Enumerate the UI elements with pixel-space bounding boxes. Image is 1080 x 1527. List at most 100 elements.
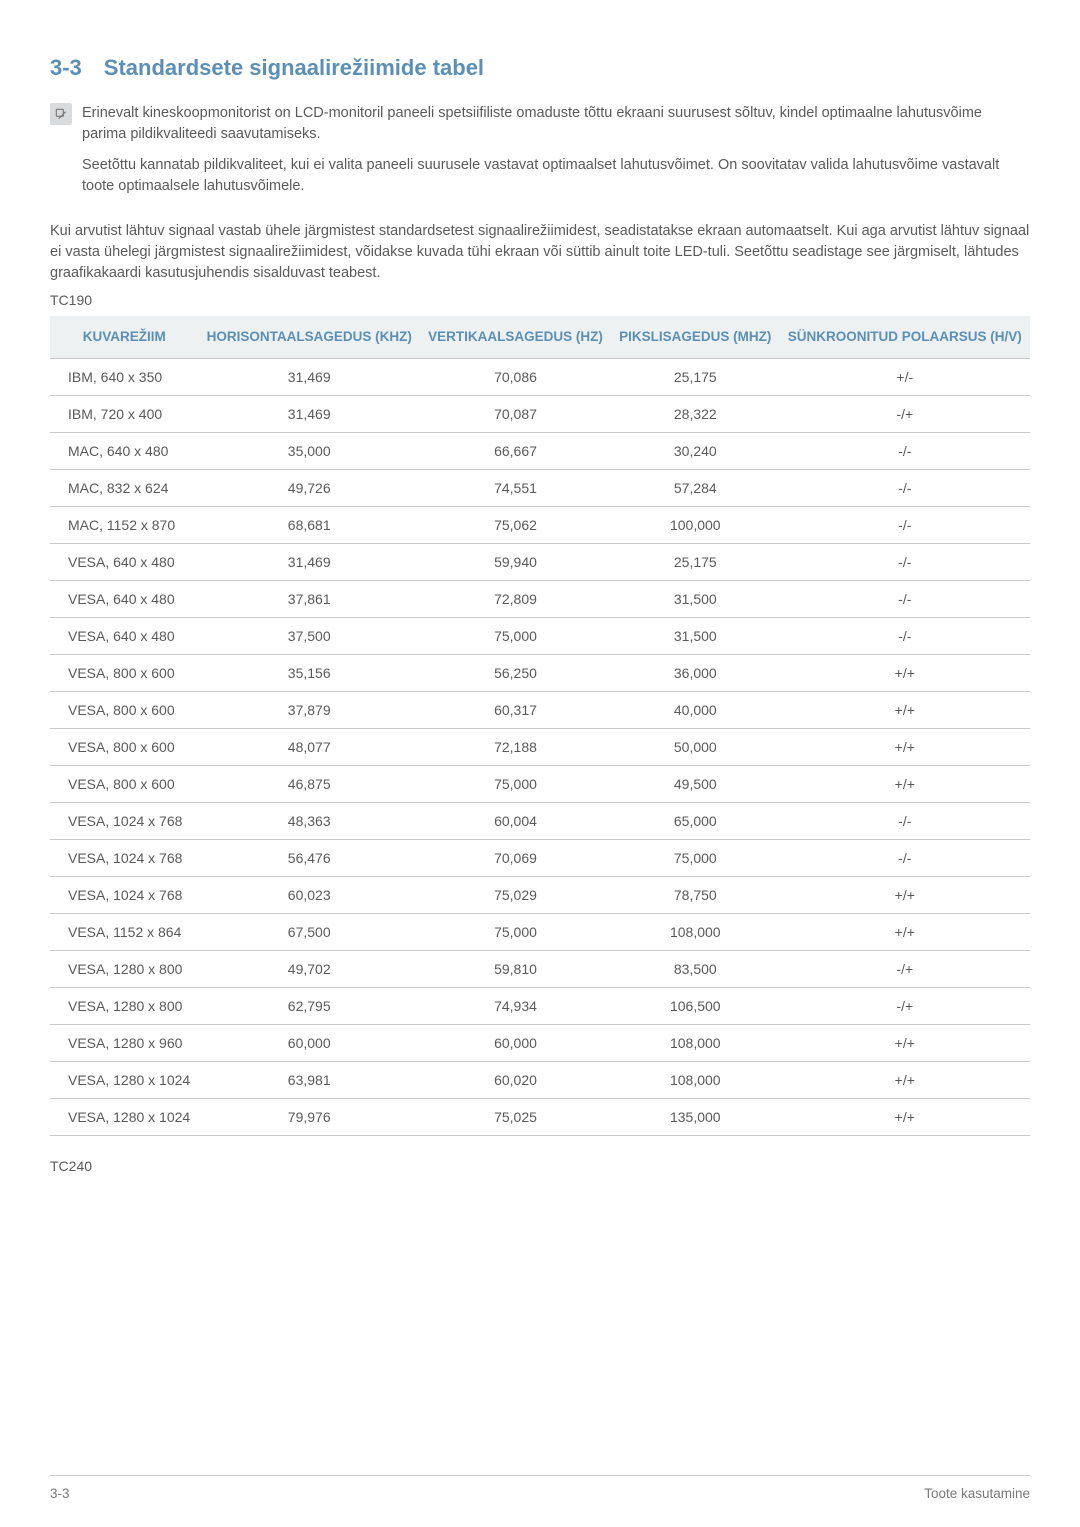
table-cell: 35,000 [198,433,420,470]
table-cell: 72,809 [420,581,611,618]
table-cell: 65,000 [611,803,780,840]
table-cell: 56,250 [420,655,611,692]
table-cell: 135,000 [611,1099,780,1136]
table-row: VESA, 800 x 60046,87575,00049,500+/+ [50,766,1030,803]
table-cell: 72,188 [420,729,611,766]
table-cell: -/+ [780,988,1030,1025]
table-cell: IBM, 640 x 350 [50,359,198,396]
table-cell: 60,000 [420,1025,611,1062]
table-cell: -/- [780,544,1030,581]
table-cell: 31,469 [198,359,420,396]
table-cell: 49,702 [198,951,420,988]
table-row: VESA, 1280 x 80049,70259,81083,500-/+ [50,951,1030,988]
col-vfreq: VERTIKAALSAGEDUS (HZ) [420,316,611,359]
table-row: VESA, 800 x 60037,87960,31740,000+/+ [50,692,1030,729]
table-cell: VESA, 800 x 600 [50,655,198,692]
table-cell: 50,000 [611,729,780,766]
col-sync: SÜNKROONITUD POLAARSUS (H/V) [780,316,1030,359]
note-icon [50,103,72,125]
table-cell: VESA, 800 x 600 [50,729,198,766]
table-cell: VESA, 800 x 600 [50,766,198,803]
table-header-row: KUVAREŽIIM HORISONTAALSAGEDUS (KHZ) VERT… [50,316,1030,359]
table-cell: VESA, 1024 x 768 [50,803,198,840]
table-cell: 36,000 [611,655,780,692]
table-cell: +/+ [780,655,1030,692]
footer-left: 3-3 [50,1486,70,1501]
table-row: MAC, 832 x 62449,72674,55157,284-/- [50,470,1030,507]
table-cell: 108,000 [611,914,780,951]
table-cell: 31,469 [198,544,420,581]
table-cell: +/+ [780,729,1030,766]
table-row: VESA, 1280 x 80062,79574,934106,500-/+ [50,988,1030,1025]
table-cell: 74,934 [420,988,611,1025]
table-row: VESA, 640 x 48037,50075,00031,500-/- [50,618,1030,655]
table-cell: 106,500 [611,988,780,1025]
table-cell: 25,175 [611,544,780,581]
table-cell: VESA, 1280 x 800 [50,988,198,1025]
table-cell: 60,020 [420,1062,611,1099]
table-cell: -/- [780,840,1030,877]
table-row: VESA, 1280 x 102479,97675,025135,000+/+ [50,1099,1030,1136]
table-row: IBM, 640 x 35031,46970,08625,175+/- [50,359,1030,396]
table-cell: 108,000 [611,1025,780,1062]
note-text-group: Erinevalt kineskoopmonitorist on LCD-mon… [82,103,1030,207]
table-cell: VESA, 1024 x 768 [50,840,198,877]
table-cell: 28,322 [611,396,780,433]
table-cell: 75,029 [420,877,611,914]
table-cell: 30,240 [611,433,780,470]
table-cell: 35,156 [198,655,420,692]
table-row: VESA, 1024 x 76856,47670,06975,000-/- [50,840,1030,877]
footer-right: Toote kasutamine [924,1486,1030,1501]
table-cell: -/- [780,581,1030,618]
table-cell: 37,861 [198,581,420,618]
table-cell: VESA, 800 x 600 [50,692,198,729]
table-cell: +/+ [780,766,1030,803]
table-cell: 63,981 [198,1062,420,1099]
table-cell: 74,551 [420,470,611,507]
table-cell: VESA, 640 x 480 [50,544,198,581]
table-cell: VESA, 1280 x 1024 [50,1099,198,1136]
table-cell: 62,795 [198,988,420,1025]
table-cell: -/- [780,507,1030,544]
table-cell: -/- [780,618,1030,655]
table-row: MAC, 1152 x 87068,68175,062100,000-/- [50,507,1030,544]
table-cell: +/+ [780,1025,1030,1062]
table-cell: 59,810 [420,951,611,988]
table-row: VESA, 1152 x 86467,50075,000108,000+/+ [50,914,1030,951]
table-cell: 37,879 [198,692,420,729]
table-cell: 67,500 [198,914,420,951]
table-row: MAC, 640 x 48035,00066,66730,240-/- [50,433,1030,470]
table-cell: +/+ [780,692,1030,729]
table-cell: VESA, 1280 x 960 [50,1025,198,1062]
table-cell: IBM, 720 x 400 [50,396,198,433]
section-heading: 3-3Standardsete signaalirežiimide tabel [50,55,1030,81]
table-cell: 60,317 [420,692,611,729]
table-cell: 31,500 [611,581,780,618]
table-cell: 49,500 [611,766,780,803]
note-paragraph-1: Erinevalt kineskoopmonitorist on LCD-mon… [82,103,1030,145]
table-cell: 70,086 [420,359,611,396]
table-cell: 48,077 [198,729,420,766]
table-row: VESA, 1024 x 76860,02375,02978,750+/+ [50,877,1030,914]
table-cell: 57,284 [611,470,780,507]
model-label-2: TC240 [50,1158,1030,1174]
table-cell: 31,469 [198,396,420,433]
note-block: Erinevalt kineskoopmonitorist on LCD-mon… [50,103,1030,207]
table-cell: +/+ [780,877,1030,914]
table-cell: 70,069 [420,840,611,877]
table-cell: 75,000 [420,766,611,803]
col-mode: KUVAREŽIIM [50,316,198,359]
model-label-1: TC190 [50,292,1030,308]
table-cell: 108,000 [611,1062,780,1099]
table-cell: 46,875 [198,766,420,803]
page-footer: 3-3 Toote kasutamine [50,1475,1030,1501]
table-cell: -/- [780,803,1030,840]
table-cell: +/- [780,359,1030,396]
table-cell: 83,500 [611,951,780,988]
section-title: Standardsete signaalirežiimide tabel [104,55,484,80]
table-cell: -/- [780,433,1030,470]
table-row: IBM, 720 x 40031,46970,08728,322-/+ [50,396,1030,433]
col-hfreq: HORISONTAALSAGEDUS (KHZ) [198,316,420,359]
table-cell: 49,726 [198,470,420,507]
table-cell: 68,681 [198,507,420,544]
